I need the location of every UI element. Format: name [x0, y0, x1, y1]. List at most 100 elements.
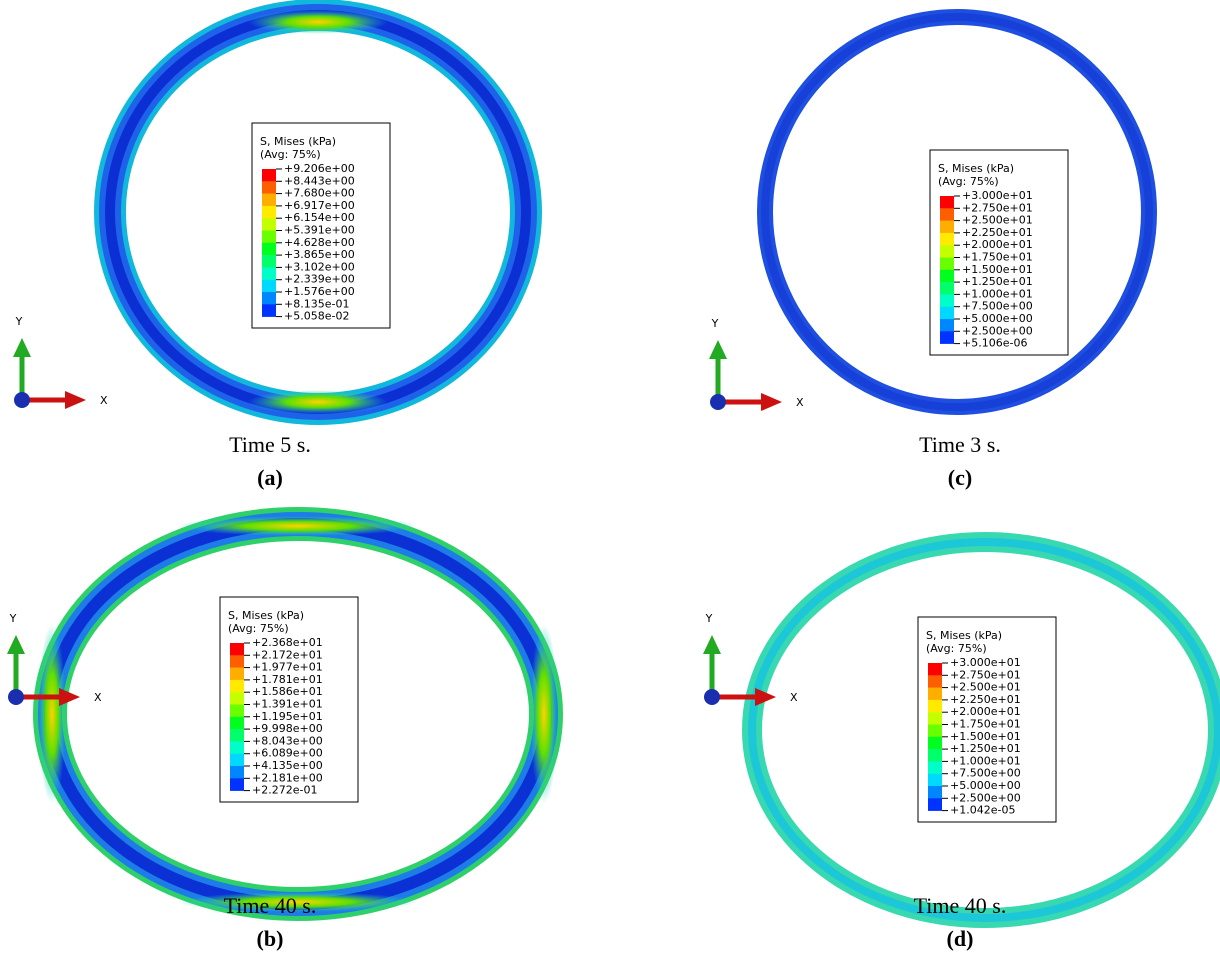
legend-value: +2.500e+00 [950, 791, 1021, 804]
legend-band [928, 700, 942, 713]
legend-value: +2.750e+01 [962, 201, 1033, 214]
legend-band [940, 270, 954, 283]
x-arrow-head [65, 391, 86, 409]
legend-value: +1.750e+01 [950, 718, 1021, 731]
legend-value: +1.750e+01 [962, 251, 1033, 264]
legend-value: +1.500e+01 [950, 730, 1021, 743]
legend-value: +2.181e+00 [252, 771, 323, 784]
stress-hotspot [248, 10, 388, 34]
caption: Time 5 s. [229, 432, 311, 457]
legend-value: +1.250e+01 [950, 742, 1021, 755]
stress-hotspot [178, 516, 418, 536]
legend-band [928, 761, 942, 774]
legend-title: S, Mises (kPa) [228, 609, 304, 622]
legend-band [230, 655, 244, 668]
legend-value: +2.272e-01 [252, 784, 317, 797]
legend-band [928, 688, 942, 701]
legend-value: +7.500e+00 [950, 767, 1021, 780]
legend-value: +7.500e+00 [962, 300, 1033, 313]
legend-value: +2.500e+01 [950, 681, 1021, 694]
legend-value: +1.000e+01 [962, 287, 1033, 300]
legend-band [262, 218, 276, 231]
stress-hotspot [530, 624, 558, 804]
legend-band [928, 675, 942, 688]
legend-value: +1.576e+00 [284, 285, 355, 298]
legend-band [928, 663, 942, 676]
legend-value: +1.500e+01 [962, 263, 1033, 276]
legend-value: +1.195e+01 [252, 710, 323, 723]
legend-value: +2.339e+00 [284, 273, 355, 286]
legend-band [262, 267, 276, 280]
legend-band [928, 712, 942, 725]
legend-title: S, Mises (kPa) [260, 135, 336, 148]
legend-band [262, 255, 276, 268]
legend-band [928, 786, 942, 799]
legend-band [230, 680, 244, 693]
legend-band [262, 194, 276, 207]
legend-value: +5.058e-02 [284, 310, 349, 323]
legend-band [262, 169, 276, 182]
y-axis-label: Y [9, 612, 17, 625]
legend-value: +3.000e+01 [962, 189, 1033, 202]
legend-band [940, 294, 954, 307]
legend-value: +3.102e+00 [284, 260, 355, 273]
legend-band [262, 206, 276, 219]
legend-value: +9.206e+00 [284, 162, 355, 175]
legend-band [928, 749, 942, 762]
legend-band [940, 233, 954, 246]
legend-value: +6.089e+00 [252, 747, 323, 760]
legend-band [940, 208, 954, 221]
panel: S, Mises (kPa)(Avg: 75%)+9.206e+00+8.443… [13, 10, 526, 490]
legend-band [940, 258, 954, 271]
legend-value: +1.586e+01 [252, 685, 323, 698]
legend-band [230, 705, 244, 718]
legend-value: +2.250e+01 [950, 693, 1021, 706]
legend-band [230, 668, 244, 681]
x-arrow-head [761, 393, 782, 411]
legend-value: +2.368e+01 [252, 636, 323, 649]
z-axis [8, 689, 24, 705]
legend-value: +6.917e+00 [284, 199, 355, 212]
legend-band [262, 243, 276, 256]
legend-value: +2.500e+00 [962, 324, 1033, 337]
legend-value: +1.977e+01 [252, 661, 323, 674]
panel: S, Mises (kPa)(Avg: 75%)+3.000e+01+2.750… [709, 17, 1149, 490]
legend-band [230, 741, 244, 754]
legend-subtitle: (Avg: 75%) [228, 622, 289, 635]
legend-band [928, 737, 942, 750]
legend-value: +9.998e+00 [252, 722, 323, 735]
z-axis [14, 392, 30, 408]
legend-value: +2.250e+01 [962, 226, 1033, 239]
panel-label: (b) [257, 926, 284, 951]
legend-band [928, 725, 942, 738]
x-arrow-head [59, 688, 80, 706]
legend-value: +7.680e+00 [284, 187, 355, 200]
legend-value: +2.500e+01 [962, 214, 1033, 227]
stress-hotspot [248, 390, 388, 414]
figure: S, Mises (kPa)(Avg: 75%)+9.206e+00+8.443… [0, 0, 1220, 958]
legend-band [230, 754, 244, 767]
legend-value: +1.391e+01 [252, 698, 323, 711]
legend-band [940, 307, 954, 320]
legend-value: +4.628e+00 [284, 236, 355, 249]
y-axis-label: Y [711, 317, 719, 330]
legend-band [230, 729, 244, 742]
legend-value: +8.443e+00 [284, 174, 355, 187]
legend-band [940, 331, 954, 344]
panel-label: (d) [947, 926, 974, 951]
legend-band [230, 766, 244, 779]
legend-value: +1.042e-05 [950, 804, 1015, 817]
legend-subtitle: (Avg: 75%) [938, 175, 999, 188]
panel-label: (c) [948, 465, 972, 490]
legend-subtitle: (Avg: 75%) [260, 148, 321, 161]
legend-band [230, 692, 244, 705]
legend-value: +1.781e+01 [252, 673, 323, 686]
legend-band [230, 643, 244, 656]
legend-subtitle: (Avg: 75%) [926, 642, 987, 655]
legend-band [940, 319, 954, 332]
y-axis-label: Y [705, 612, 713, 625]
legend-value: +5.106e-06 [962, 337, 1027, 350]
legend-band [928, 798, 942, 811]
legend-value: +8.043e+00 [252, 734, 323, 747]
legend-value: +1.000e+01 [950, 754, 1021, 767]
